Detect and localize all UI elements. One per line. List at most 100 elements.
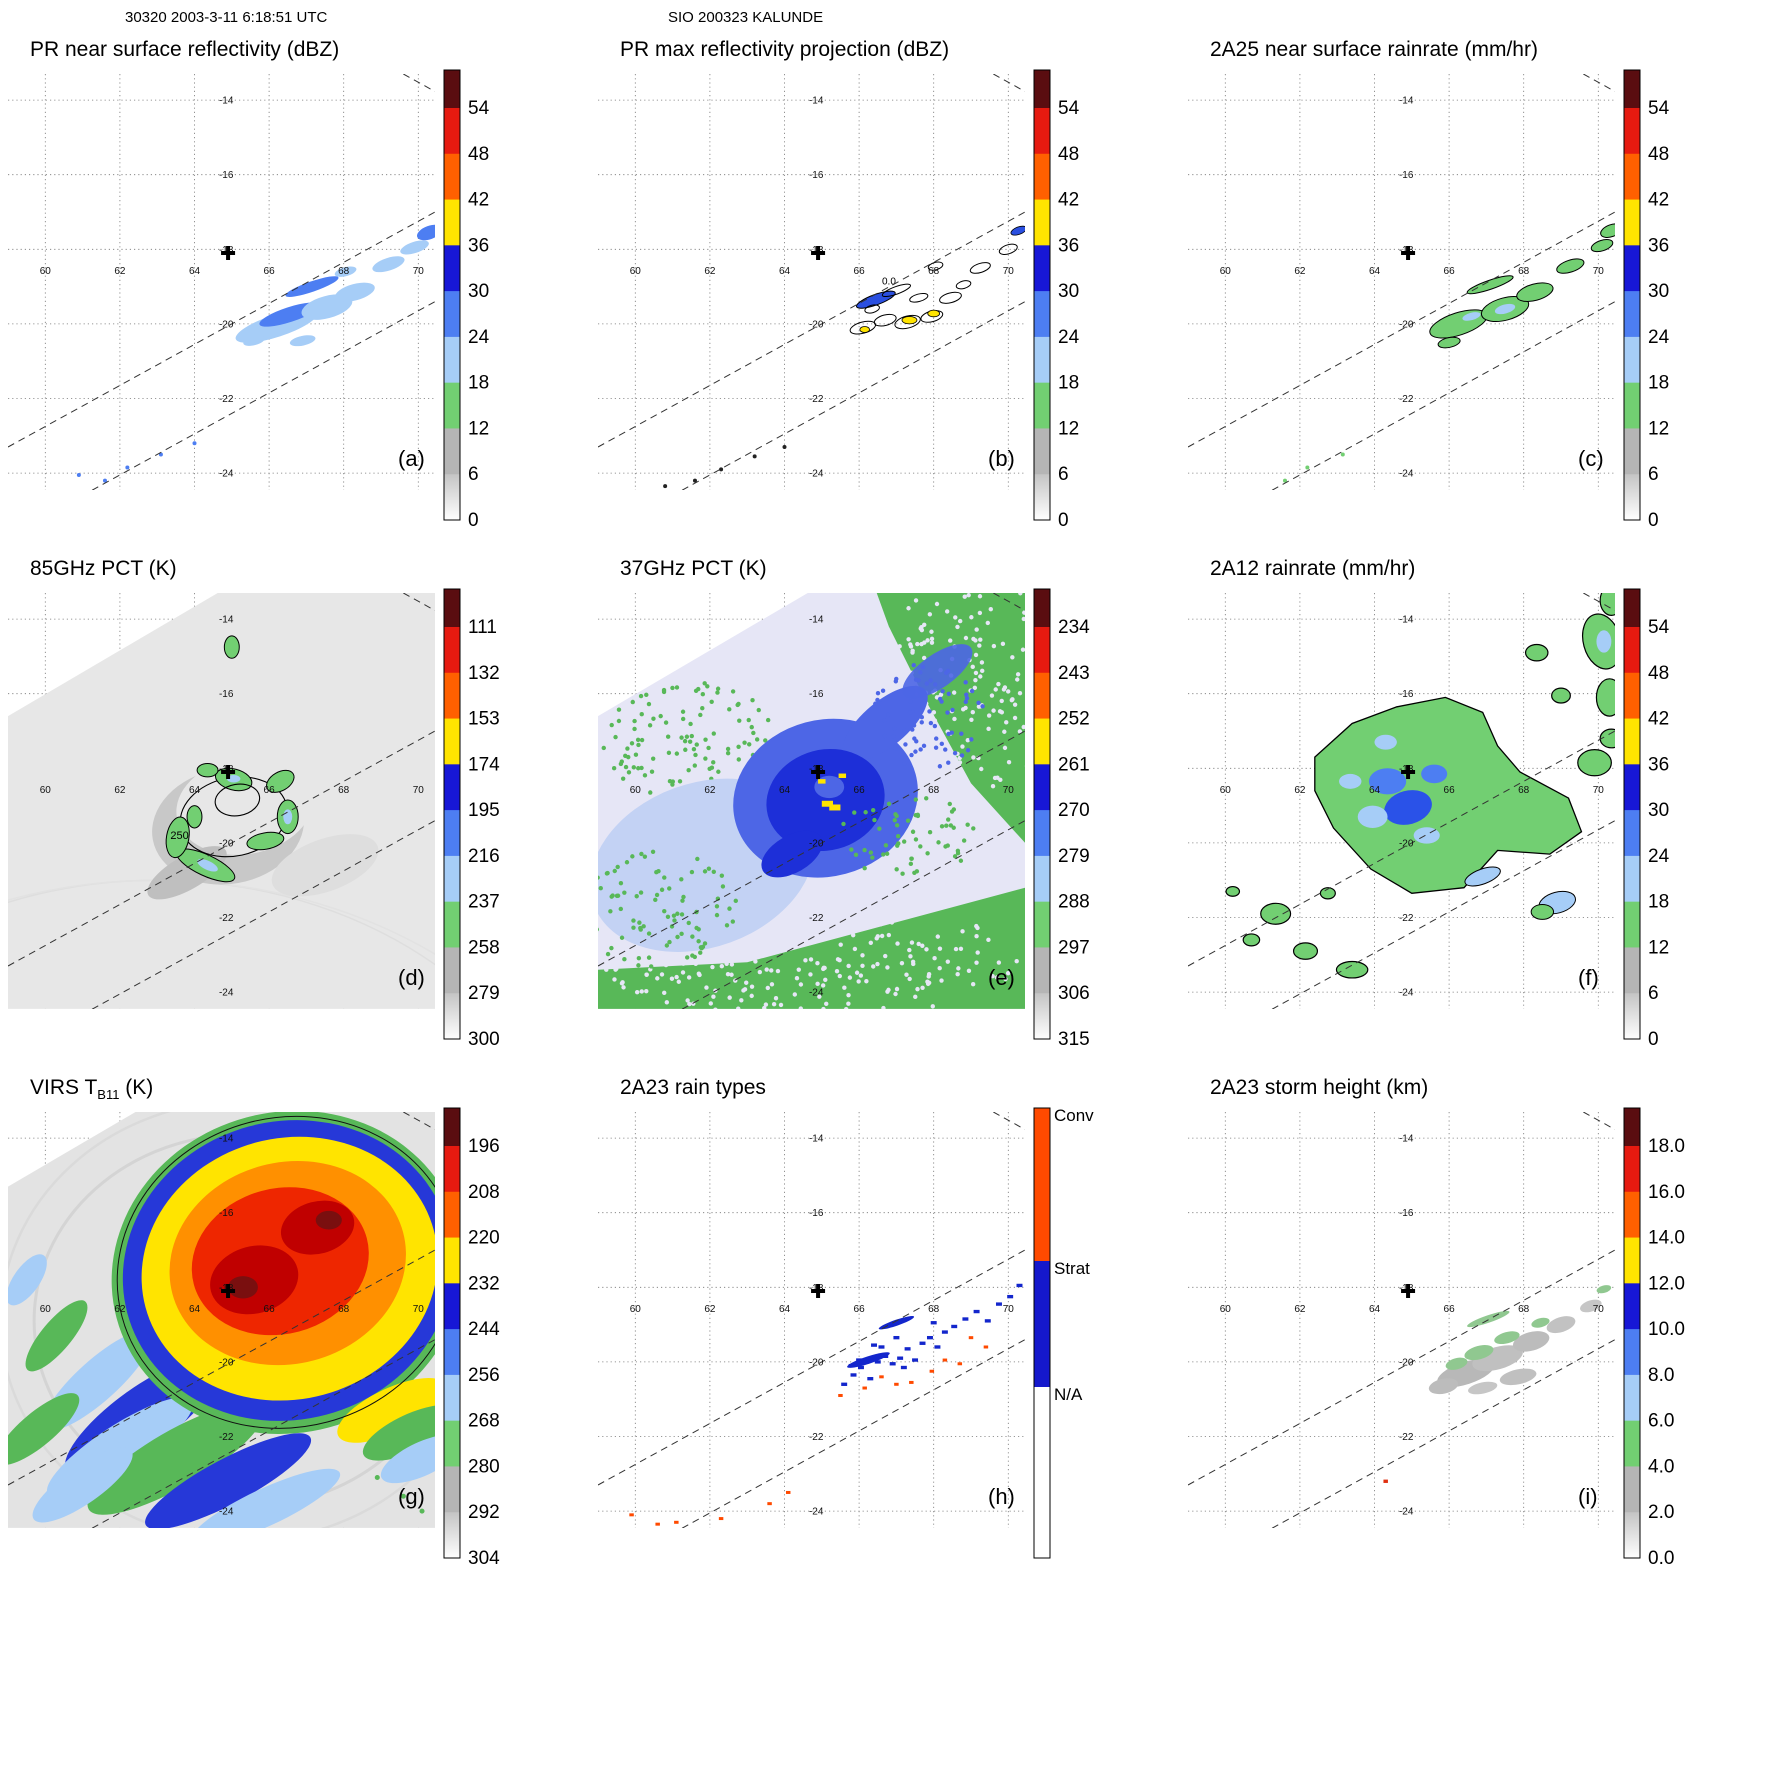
speckle-dot — [893, 812, 898, 817]
data-cell — [941, 1330, 948, 1334]
speckle-dot — [817, 994, 822, 999]
data-dot — [419, 1508, 425, 1514]
speckle-dot — [963, 635, 969, 641]
speckle-dot — [931, 710, 937, 715]
longitude-label: 70 — [1593, 266, 1605, 277]
speckle-dot — [769, 982, 775, 987]
data-dot — [76, 472, 81, 477]
speckle-dot — [891, 734, 897, 739]
longitude-label: 68 — [928, 266, 940, 277]
speckle-dot — [919, 720, 924, 725]
panel-g-title: VIRS TB11 (K) — [30, 1076, 590, 1106]
speckle-dot — [958, 946, 964, 951]
colorbar-tick-label: 244 — [468, 1319, 500, 1340]
data-blob — [25, 1300, 88, 1372]
speckle-dot — [897, 644, 902, 649]
speckle-dot — [644, 692, 649, 698]
speckle-dot — [742, 1013, 746, 1017]
panel-letter-label: (g) — [398, 1484, 425, 1509]
colorbar-tick-label: 36 — [1058, 235, 1079, 256]
colorbar-segment — [1034, 810, 1050, 857]
speckle-dot — [667, 886, 672, 891]
colorbar-tick-label: 243 — [1058, 663, 1090, 684]
latitude-label: -14 — [809, 615, 824, 626]
latitude-label: -24 — [219, 469, 234, 480]
storm-center-marker — [811, 765, 826, 780]
colorbar-segment — [1034, 70, 1050, 108]
speckle-dot — [669, 976, 675, 981]
latitude-label: -16 — [809, 170, 824, 181]
speckle-dot — [746, 717, 751, 723]
colorbar-segment — [1034, 474, 1050, 521]
speckle-dot — [907, 976, 912, 982]
data-dot — [102, 478, 107, 483]
panel-f: 2A12 rainrate (mm/hr) 60 62 64 66 68 70 -14 -16… — [1180, 549, 1770, 1068]
speckle-dot — [729, 972, 734, 977]
colorbar-tick-label: 12 — [468, 418, 489, 439]
speckle-dot — [639, 712, 644, 717]
speckle-dot — [1060, 734, 1064, 738]
longitude-label: 64 — [1369, 785, 1381, 796]
speckle-dot — [794, 976, 800, 981]
colorbar-tick-label: 18 — [468, 373, 489, 394]
speckle-dot — [636, 963, 641, 968]
data-blob — [856, 290, 896, 309]
longitude-label: 62 — [1294, 1304, 1306, 1315]
speckle-dot — [1003, 976, 1008, 982]
figure-header: 30320 2003-3-11 6:18:51 UTC SIO 200323 K… — [0, 0, 1771, 30]
longitude-label: 60 — [40, 266, 52, 277]
contour-annotation: 250 — [170, 830, 188, 842]
longitude-label: 70 — [1003, 266, 1015, 277]
data-cell — [878, 1345, 885, 1349]
data-blob — [417, 224, 435, 241]
colorbar-segment — [444, 245, 460, 292]
speckle-dot — [990, 973, 995, 979]
colorbar-segment — [1624, 382, 1640, 429]
data-dot — [782, 445, 787, 449]
speckle-dot — [988, 606, 994, 612]
speckle-dot — [974, 627, 979, 632]
speckle-dot — [940, 688, 945, 694]
speckle-dot — [675, 955, 681, 960]
swath-edge-line — [681, 301, 1025, 490]
speckle-dot — [696, 939, 701, 944]
speckle-dot — [815, 960, 820, 966]
speckle-dot — [906, 606, 911, 611]
speckle-dot — [995, 775, 1000, 780]
colorbar-tick-label: 48 — [1058, 144, 1079, 165]
data-blob — [197, 859, 218, 872]
speckle-dot — [936, 840, 941, 845]
colorbar-segment — [444, 1108, 460, 1146]
colorbar-segment — [444, 1146, 460, 1193]
speckle-dot — [705, 684, 710, 689]
speckle-dot — [945, 668, 951, 674]
latitude-label: -20 — [219, 319, 234, 330]
speckle-dot — [690, 934, 695, 939]
speckle-dot — [1005, 689, 1011, 694]
speckle-dot — [656, 869, 661, 874]
speckle-dot — [744, 939, 749, 944]
longitude-label: 66 — [1444, 266, 1456, 277]
panel-title-text: 85GHz PCT (K) — [30, 557, 177, 580]
speckle-dot — [685, 998, 690, 1003]
speckle-dot — [765, 946, 771, 951]
longitude-label: 66 — [1444, 1304, 1456, 1315]
speckle-dot — [810, 930, 815, 935]
speckle-dot — [915, 641, 920, 647]
panel-c-title: 2A25 near surface rainrate (mm/hr) — [1210, 38, 1770, 68]
speckle-dot — [669, 924, 675, 929]
colorbar-segment — [1624, 336, 1640, 384]
colorbar-segment — [444, 672, 460, 720]
speckle-dot — [883, 843, 889, 848]
speckle-dot — [719, 964, 725, 969]
speckle-dot — [928, 720, 934, 726]
speckle-dot — [632, 718, 637, 724]
speckle-dot — [939, 741, 945, 747]
speckle-dot — [1071, 685, 1075, 689]
speckle-dot — [875, 961, 880, 967]
contour-ring — [214, 783, 261, 817]
speckle-dot — [692, 954, 698, 960]
colorbar-tick-label: 237 — [468, 892, 500, 913]
panel-b: PR max reflectivity projection (dBZ) 0.0… — [590, 30, 1180, 549]
speckle-dot — [661, 689, 667, 695]
